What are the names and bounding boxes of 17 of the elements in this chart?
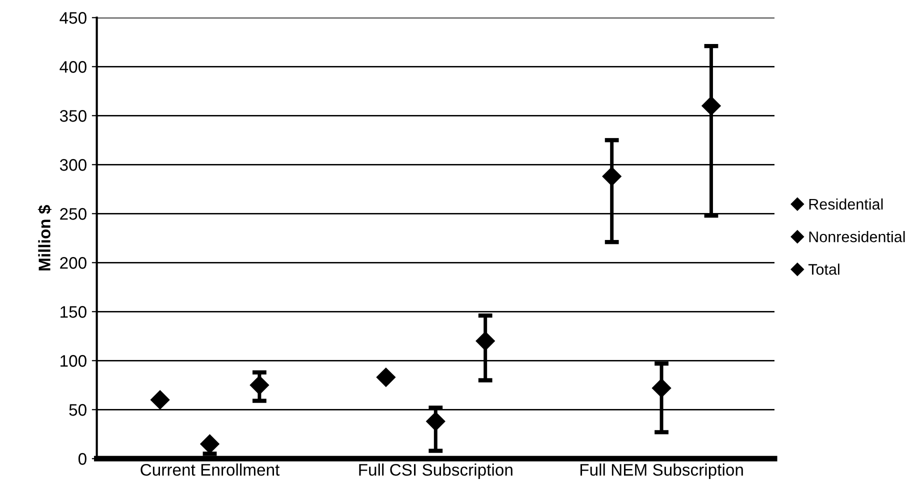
y-tick-label: 0 [78,453,86,465]
x-tick-label: Full NEM Subscription [580,464,743,480]
legend-label: Total [808,264,840,275]
legend-label: Residential [809,198,883,210]
y-tick-label: 150 [60,306,86,318]
y-tick-label: 450 [60,12,86,24]
x-tick-label: Full CSI Subscription [359,464,512,480]
y-tick-label: 400 [60,61,86,73]
y-tick-label: 100 [60,355,86,367]
y-tick-label: 200 [60,257,86,269]
y-tick-label: 50 [69,404,86,416]
legend-label: Nonresidential [809,231,905,242]
y-tick-label: 300 [60,159,86,171]
y-axis-title: Million $ [38,205,52,270]
x-tick-label: Current Enrollment [140,464,280,476]
y-tick-label: 250 [60,208,86,220]
y-tick-label: 350 [60,110,86,122]
